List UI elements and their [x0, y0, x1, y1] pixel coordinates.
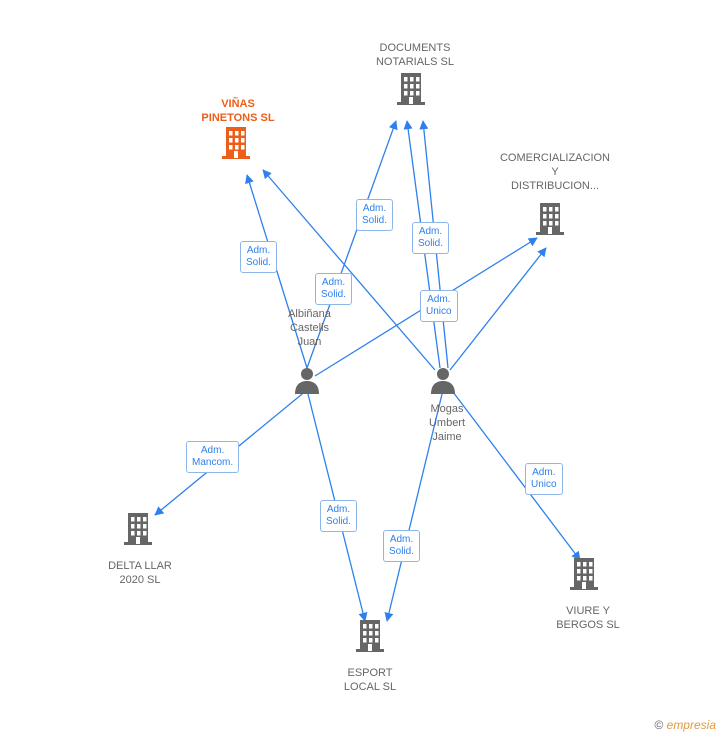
copyright-symbol: © — [654, 718, 663, 732]
footer: © empresia — [654, 718, 716, 732]
edge-label: Adm. Unico — [525, 463, 563, 495]
node-label-viure: VIURE Y BERGOS SL — [538, 605, 638, 633]
node-label-esport: ESPORT LOCAL SL — [320, 667, 420, 695]
person-icon — [431, 368, 455, 394]
node-label-vinas: VIÑAS PINETONS SL — [178, 98, 298, 126]
edge-label: Adm. Solid. — [356, 199, 393, 231]
edge-label: Adm. Solid. — [320, 500, 357, 532]
node-label-comerc: COMERCIALIZACION Y DISTRIBUCION... — [495, 152, 615, 193]
building-icon — [536, 203, 564, 235]
edge-label: Adm. Solid. — [412, 222, 449, 254]
building-icon — [397, 73, 425, 105]
edge-label: Adm. Unico — [420, 290, 458, 322]
building-icon — [356, 620, 384, 652]
brand-name: empresia — [667, 718, 716, 732]
building-icon — [222, 127, 250, 159]
edge-label: Adm. Solid. — [383, 530, 420, 562]
edge-label: Adm. Solid. — [315, 273, 352, 305]
building-icon — [124, 513, 152, 545]
edge-line — [450, 248, 546, 370]
node-label-juan: Albiñana Castells Juan — [262, 308, 357, 349]
edge-label: Adm. Solid. — [240, 241, 277, 273]
node-label-delta: DELTA LLAR 2020 SL — [85, 560, 195, 588]
edge-label: Adm. Mancom. — [186, 441, 239, 473]
building-icon — [570, 558, 598, 590]
node-label-docs: DOCUMENTS NOTARIALS SL — [355, 42, 475, 70]
person-icon — [295, 368, 319, 394]
node-label-jaime: Mogas Umbert Jaime — [402, 403, 492, 444]
